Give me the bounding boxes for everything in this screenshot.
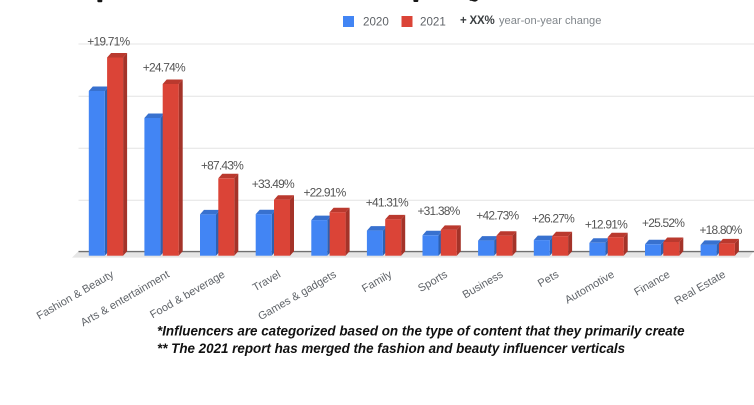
svg-text:+42.73%: +42.73%: [476, 209, 519, 223]
svg-text:+25.52%: +25.52%: [642, 216, 685, 230]
svg-text:2021: 2021: [420, 16, 446, 29]
svg-text:+ XX%: + XX%: [460, 15, 494, 27]
svg-text:+31.38%: +31.38%: [417, 204, 460, 218]
svg-text:+18.80%: +18.80%: [699, 223, 742, 237]
svg-text:+26.27%: +26.27%: [532, 212, 575, 226]
svg-text:year-on-year change: year-on-year change: [499, 15, 601, 27]
svg-text:+24.74%: +24.74%: [143, 60, 186, 74]
svg-text:+22.91%: +22.91%: [303, 186, 346, 200]
svg-text:+19.71%: +19.71%: [87, 34, 130, 48]
svg-text:** The 2021 report has merged: ** The 2021 report has merged the fashio…: [157, 341, 625, 356]
svg-text:+33.49%: +33.49%: [252, 177, 295, 191]
svg-text:*Influencers are categorized b: *Influencers are categorized based on th…: [157, 324, 685, 339]
svg-text:+87.43%: +87.43%: [201, 159, 244, 173]
svg-text:+12.91%: +12.91%: [585, 218, 628, 232]
svg-text:2020: 2020: [363, 16, 389, 29]
svg-text:+41.31%: +41.31%: [366, 196, 409, 210]
